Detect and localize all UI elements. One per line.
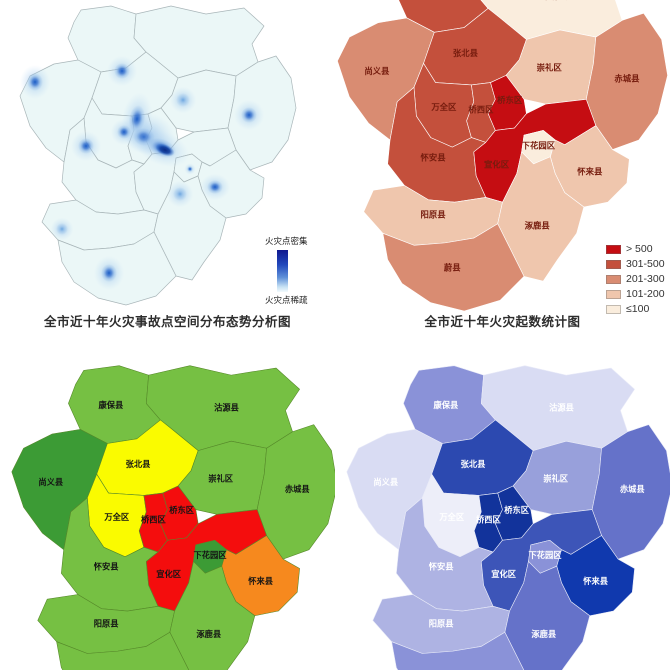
district-label-guyuan: 沽源县 [543,0,569,1]
district-label-kangbao: 康保县 [99,400,124,410]
district-label-yangyuan: 阳原县 [429,619,454,628]
district-label-huailai: 怀来县 [583,576,608,586]
district-label-chicheng: 赤城县 [285,484,310,494]
legend-swatch-r_201_300 [606,274,621,284]
fire-density-hotspot [27,73,43,91]
district-label-guyuan: 沽源县 [214,402,239,412]
district-label-xiahuayuan: 下花园区 [522,140,556,150]
district-label-chicheng: 赤城县 [620,484,645,494]
district-chicheng [591,424,670,560]
fire-density-hotspot [155,143,175,157]
density-map-title: 全市近十年火灾事故点空间分布态势分析图 [43,315,291,329]
district-label-kangbao: 康保县 [434,400,459,410]
district-yuxian [382,223,525,312]
district-label-yuxian: 蔚县 [444,262,461,272]
legend-swatch-le_100 [606,304,621,314]
density-legend-sparse-label: 火灾点稀疏 [265,294,308,305]
district-label-chongli: 崇礼区 [208,473,233,483]
legend-swatch-gt_500 [606,244,621,254]
district-label-chongli: 崇礼区 [537,63,563,73]
fire-count-legend: > 500 301-500 201-300 101-200 ≤100 [606,243,665,318]
district-label-qiaoxi: 桥西区 [468,104,494,114]
district-label-xuanhua: 宣化区 [484,160,510,170]
density-legend-gradient-bar [277,249,288,292]
fire-count-legend-row: ≤100 [606,303,665,315]
fire-density-hotspot [78,138,94,154]
density-map-canvas [19,5,297,306]
district-label-zhangbei: 张北县 [453,48,479,58]
district-label-zhuolu: 涿鹿县 [531,629,556,639]
legend-label: 201-300 [626,273,665,285]
district-label-guyuan: 沽源县 [549,402,574,412]
district-label-qiaoxi: 桥西区 [476,515,502,525]
fire-density-hotspot [207,180,223,194]
fire-density-hotspot [114,63,130,79]
district-label-zhuolu: 涿鹿县 [525,221,551,231]
district-label-shangyi: 尚义县 [38,477,63,487]
district-label-xuanhua: 宣化区 [156,569,181,579]
district-yuxian [391,631,525,670]
fire-count-legend-row: 301-500 [606,258,665,270]
fire-count-map-title: 全市近十年火灾起数统计图 [424,315,581,329]
legend-swatch-r_301_500 [606,259,621,269]
fire-count-legend-row: > 500 [606,243,665,255]
district-chicheng [585,12,668,150]
district-label-zhangbei: 张北县 [126,459,151,469]
fire-density-hotspot [173,187,187,201]
legend-label: > 500 [626,243,653,255]
district-label-chicheng: 赤城县 [614,73,640,83]
district-label-shangyi: 尚义县 [364,66,390,76]
district-label-huailai: 怀来县 [248,576,273,586]
district-chicheng [256,424,335,560]
district-label-qiaoxi: 桥西区 [141,515,167,525]
fire-density-hotspot [187,166,193,172]
district-label-qiaodong: 桥东区 [169,505,194,515]
panel-blue-map: 康保县 沽源县尚义县 张北县崇礼区赤城县万全区 桥西区 桥东区怀安县宣化区 下花园区怀来县… [335,335,670,670]
legend-label: 301-500 [626,258,665,270]
legend-swatch-r_101_200 [606,289,621,299]
district-label-wanquan: 万全区 [438,512,465,522]
fire-density-hotspot [117,125,131,139]
district-label-wanquan: 万全区 [103,512,130,522]
fire-density-hotspot [101,264,117,282]
district-label-zhuolu: 涿鹿县 [196,629,221,639]
district-label-wanquan: 万全区 [430,102,457,112]
district-label-yangyuan: 阳原县 [94,619,119,628]
panel-risk-map: 康保县 沽源县尚义县 张北县崇礼区赤城县万全区 桥西区 桥东区怀安县宣化区 下花园区怀来县… [0,335,335,670]
fire-count-legend-row: 201-300 [606,273,665,285]
fire-density-hotspot [56,223,68,235]
panel-fire-count-map: 康保县沽源县尚义县张北县崇礼区赤城县万全区桥西区桥东区怀安县宣化区下花园区怀来县… [335,0,670,335]
district-label-qiaodong: 桥东区 [504,505,529,515]
district-label-huaian: 怀安县 [429,562,454,572]
fire-density-hotspot [176,93,190,107]
district-label-huailai: 怀来县 [577,167,603,177]
district-label-xuanhua: 宣化区 [491,569,517,579]
district-label-yangyuan: 阳原县 [421,210,447,220]
district-label-xiahuayuan: 下花园区 [528,550,562,560]
district-yuxian [56,631,190,670]
district-label-qiaodong: 桥东区 [497,95,523,105]
density-legend-dense-label: 火灾点密集 [265,236,308,246]
fire-density-hotspot [241,107,257,123]
district-label-xiahuayuan: 下花园区 [193,550,227,560]
density-legend: 火灾点密集 火灾点稀疏 [265,236,308,305]
legend-label: ≤100 [626,303,650,315]
district-label-zhangbei: 张北县 [461,459,486,469]
district-label-huaian: 怀安县 [94,562,119,572]
fire-count-map-canvas: 康保县沽源县尚义县张北县崇礼区赤城县万全区桥西区桥东区怀安县宣化区下花园区怀来县… [337,0,668,312]
district-label-chongli: 崇礼区 [543,473,569,483]
panel-density-map: 火灾点密集 火灾点稀疏 全市近十年火灾事故点空间分布态势分析图 [0,0,335,335]
district-label-shangyi: 尚义县 [373,477,398,487]
fire-count-legend-row: 101-200 [606,288,665,300]
district-label-huaian: 怀安县 [421,152,447,162]
legend-label: 101-200 [626,288,665,300]
